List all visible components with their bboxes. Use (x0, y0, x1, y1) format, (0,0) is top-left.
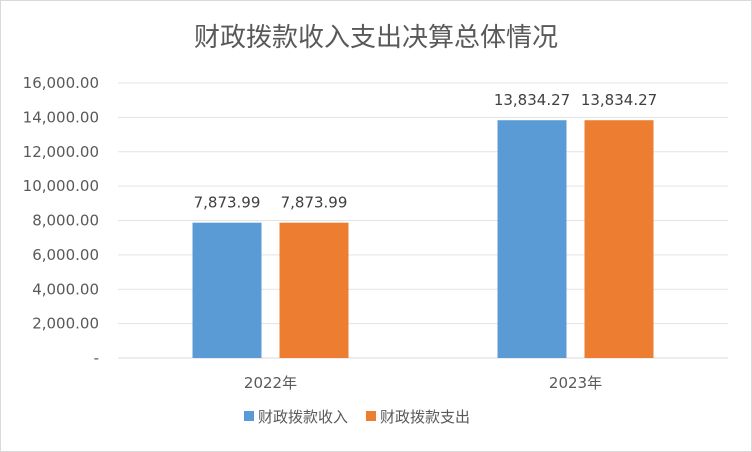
bar (584, 120, 654, 359)
bars: 7,873.99 7,873.99 13,834.27 13,834.27 (192, 91, 657, 359)
bar-data-label: 13,834.27 (494, 91, 570, 109)
y-tick-label: 12,000.00 (23, 143, 99, 161)
y-tick-label: 10,000.00 (23, 177, 99, 195)
bar (497, 120, 567, 359)
y-tick-label: 8,000.00 (32, 212, 99, 230)
legend-swatch (244, 411, 254, 421)
legend-swatch (366, 411, 376, 421)
bar-data-label: 7,873.99 (281, 194, 348, 212)
bar-data-label: 13,834.27 (581, 91, 657, 109)
y-axis: - 2,000.00 4,000.00 6,000.00 8,000.00 10,000.… (23, 74, 99, 367)
bar (279, 222, 349, 358)
chart-title: 财政拨款收入支出决算总体情况 (194, 23, 558, 53)
y-tick-label: 14,000.00 (23, 108, 99, 126)
y-tick-label: - (94, 349, 99, 367)
legend-label: 财政拨款收入 (258, 408, 348, 426)
x-category-label: 2022年 (244, 374, 297, 392)
y-tick-label: 16,000.00 (23, 74, 99, 92)
x-axis: 2022年 2023年 (244, 374, 602, 392)
y-tick-label: 2,000.00 (32, 315, 99, 333)
bar-data-label: 7,873.99 (194, 194, 261, 212)
y-tick-label: 4,000.00 (32, 280, 99, 298)
legend: 财政拨款收入 财政拨款支出 (244, 408, 470, 426)
x-category-label: 2023年 (549, 374, 602, 392)
bar (192, 222, 262, 358)
legend-label: 财政拨款支出 (380, 408, 470, 426)
y-tick-label: 6,000.00 (32, 246, 99, 264)
